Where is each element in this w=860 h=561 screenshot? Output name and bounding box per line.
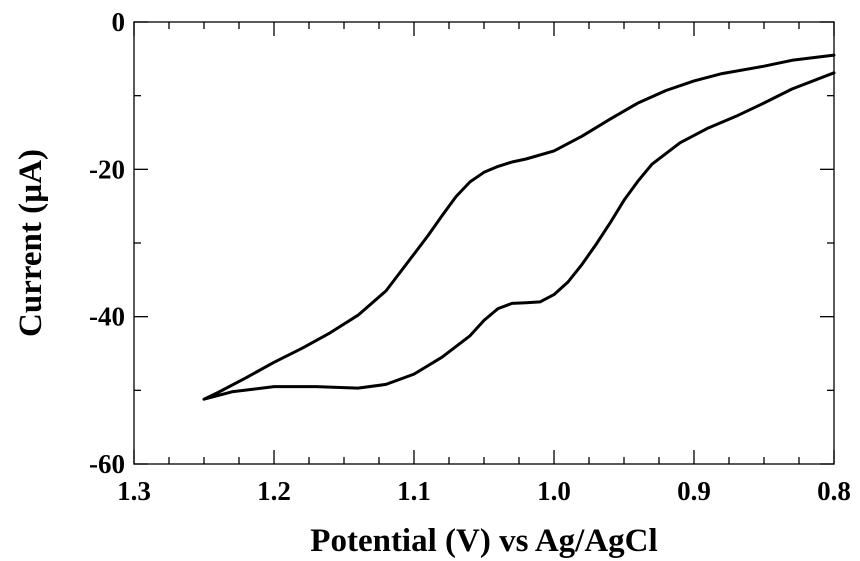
x-tick-label: 0.9 (677, 476, 711, 506)
x-axis-ticks (133, 22, 835, 464)
plot-frame (133, 21, 835, 465)
x-tick-label: 1.3 (117, 476, 151, 506)
x-tick-label: 1.0 (537, 476, 571, 506)
y-axis-ticks (134, 21, 834, 465)
series-layer (202, 53, 836, 401)
series-line (202, 53, 836, 401)
x-tick-label: 1.2 (257, 476, 291, 506)
y-tick-label: -40 (89, 302, 125, 332)
y-axis-title: Current (µA) (13, 149, 49, 337)
x-axis-title: Potential (V) vs Ag/AgCl (310, 523, 657, 559)
y-tick-label: 0 (112, 7, 126, 37)
x-tick-labels: 1.3 1.2 1.1 1.0 0.9 0.8 (117, 476, 851, 506)
y-tick-labels: 0 -20 -40 -60 (89, 7, 125, 479)
x-tick-label: 0.8 (817, 476, 851, 506)
y-tick-label: -60 (89, 449, 125, 479)
y-tick-label: -20 (89, 154, 125, 184)
x-tick-label: 1.1 (397, 476, 431, 506)
